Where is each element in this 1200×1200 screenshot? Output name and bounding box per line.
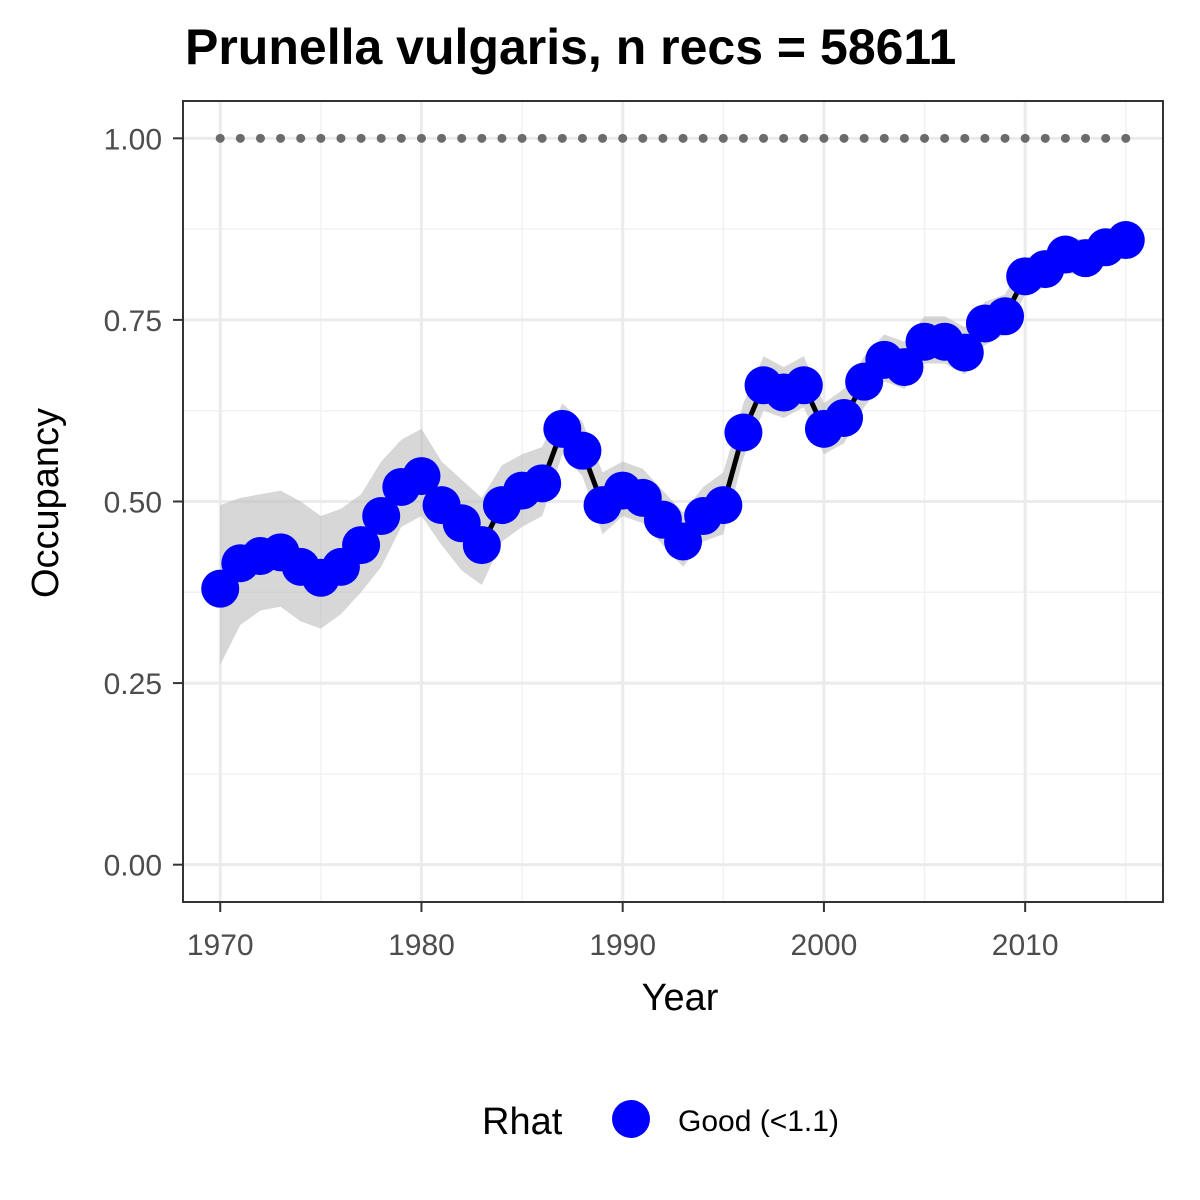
confidence-band [220,225,1126,665]
reference-dot [799,133,809,143]
reference-dot [517,133,527,143]
reference-dot [1081,133,1091,143]
confidence-band-group [220,225,1126,665]
reference-dot [1020,133,1030,143]
y-axis-title: Occupancy [25,408,67,598]
data-point [724,413,763,452]
reference-dot [718,133,728,143]
x-axis-title: Year [642,977,719,1019]
data-point [563,431,602,470]
reference-dot [1060,133,1070,143]
reference-dot [759,133,769,143]
data-point [1106,221,1145,260]
data-point [362,497,401,536]
reference-line-group [215,133,1131,143]
reference-dot [537,133,547,143]
data-point [885,348,924,387]
data-point [342,526,381,565]
reference-dot [779,133,789,143]
data-point [986,297,1025,336]
reference-dot [557,133,567,143]
reference-dot [316,133,326,143]
x-tick-label: 2010 [992,929,1059,962]
reference-dot [920,133,930,143]
reference-dot [980,133,990,143]
x-tick-label: 1980 [388,929,455,962]
data-point [664,522,703,561]
reference-dot [1040,133,1050,143]
reference-dot [477,133,487,143]
reference-dot [1101,133,1111,143]
data-point [201,569,240,608]
reference-dot [859,133,869,143]
legend-key-good [612,1100,650,1138]
data-point [704,486,743,525]
reference-dot [296,133,306,143]
reference-dot [899,133,909,143]
data-point [523,464,562,503]
y-axis-ticks: 0.00 0.25 0.50 0.75 1.00 [104,123,183,883]
reference-dot [276,133,286,143]
legend-title: Rhat [482,1101,563,1143]
reference-dot [577,133,587,143]
reference-dot [879,133,889,143]
reference-dot [698,133,708,143]
data-point [784,366,823,405]
y-tick-label: 0.00 [104,850,162,883]
x-tick-label: 2000 [791,929,858,962]
data-point [402,457,441,496]
x-tick-label: 1970 [187,929,254,962]
chart-title: Prunella vulgaris, n recs = 58611 [185,19,956,75]
reference-dot [356,133,366,143]
reference-dot [839,133,849,143]
y-tick-label: 0.50 [104,487,162,520]
y-tick-label: 0.25 [104,668,162,701]
data-points-group [201,221,1145,608]
major-gridlines [184,102,1162,901]
reference-dot [819,133,829,143]
reference-dot [336,133,346,143]
reference-dot [376,133,386,143]
reference-dot [658,133,668,143]
reference-dot [638,133,648,143]
reference-dot [497,133,507,143]
reference-dot [416,133,426,143]
reference-dot [940,133,950,143]
data-point [462,526,501,565]
reference-dot [255,133,265,143]
reference-dot [678,133,688,143]
reference-dot [437,133,447,143]
reference-dot [457,133,467,143]
reference-dot [215,133,225,143]
reference-dot [738,133,748,143]
y-tick-label: 1.00 [104,123,162,156]
reference-dot [1000,133,1010,143]
x-tick-label: 1990 [589,929,656,962]
reference-dot [960,133,970,143]
reference-dot [396,133,406,143]
reference-dot [598,133,608,143]
data-point [825,398,864,437]
legend: Rhat Good (<1.1) [482,1100,839,1143]
reference-dot [235,133,245,143]
y-tick-label: 0.75 [104,305,162,338]
legend-label-good: Good (<1.1) [678,1105,839,1138]
x-axis-ticks: 1970 1980 1990 2000 2010 [187,902,1059,962]
reference-dot [618,133,628,143]
reference-dot [1121,133,1131,143]
data-point [945,333,984,372]
